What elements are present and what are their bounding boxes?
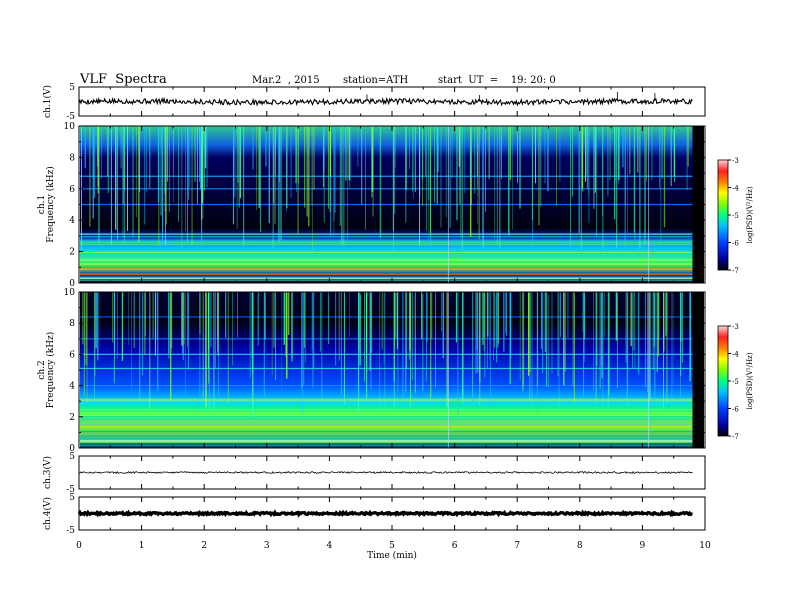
x-tick-label: 7 xyxy=(514,541,520,551)
channel-label: ch.1 xyxy=(37,195,47,214)
y-tick-label: 8 xyxy=(69,153,75,163)
ch4-waveform-panel: 5 -5 ch.4(V) xyxy=(42,493,706,536)
ch2-spectrogram-panel: 10 8 6 4 2 0 Frequency (kHz)ch.2 xyxy=(37,288,706,454)
spectral-lines xyxy=(80,175,693,281)
y-axis-label: Frequency (kHz) xyxy=(45,166,56,243)
colorbar-tick-label: -6 xyxy=(732,406,739,414)
x-tick-label: 5 xyxy=(389,541,395,551)
waveform-trace xyxy=(78,470,693,475)
x-axis-label: Time (min) xyxy=(367,550,417,561)
y-ticks: 5 -5 xyxy=(66,452,705,495)
y-axis-label: ch.4(V) xyxy=(42,497,53,530)
y-tick-label: 4 xyxy=(69,216,75,226)
spectral-lines xyxy=(80,316,693,448)
panel-x-ticks xyxy=(78,456,706,489)
sferic-streaks xyxy=(82,292,692,448)
colorbar-tick-label: -6 xyxy=(732,240,739,248)
x-tick-label: 10 xyxy=(699,541,711,551)
ch1-waveform-panel: 5 -5 ch.1(V) xyxy=(42,83,706,122)
y-tick-label: 5 xyxy=(69,493,75,503)
x-tick-label: 6 xyxy=(452,541,458,551)
colorbar-tick-label: -3 xyxy=(732,157,739,165)
colorbar-tick-label: -4 xyxy=(732,185,739,193)
channel-label: ch.2 xyxy=(37,360,47,379)
y-tick-label: 6 xyxy=(69,185,75,195)
y-tick-label: 2 xyxy=(69,248,75,258)
colorbar-label: log(PSD)(V²/Hz) xyxy=(746,186,754,243)
y-axis-label: ch.3(V) xyxy=(42,456,53,489)
y-tick-label: 10 xyxy=(64,288,76,298)
colorbar-tick-label: -7 xyxy=(732,267,739,275)
y-ticks: 5 -5 xyxy=(66,83,705,122)
y-tick-label: -5 xyxy=(66,112,75,122)
y-tick-label: -5 xyxy=(66,526,75,536)
y-tick-label: 4 xyxy=(69,382,75,392)
y-tick-label: 6 xyxy=(69,350,75,360)
station-label: station=ATH xyxy=(343,75,409,86)
x-tick-label: 9 xyxy=(640,541,646,551)
x-tick-label: 0 xyxy=(76,541,82,551)
panel-x-ticks xyxy=(78,87,706,116)
ch1-spectrogram-panel: 10 8 6 4 2 0 Frequency (kHz)ch.1 xyxy=(37,122,706,289)
y-ticks: 10 8 6 4 2 0 xyxy=(64,288,705,454)
colorbar-tick-label: -5 xyxy=(732,212,739,220)
time-axis: 0 1 2 3 4 5 6 7 8 9 10 Time (min) xyxy=(76,541,711,561)
waveform-trace xyxy=(77,509,693,518)
y-tick-label: 8 xyxy=(69,319,75,329)
y-tick-label: -5 xyxy=(66,485,75,495)
y-tick-label: 0 xyxy=(69,444,75,454)
chart-title: VLF Spectra xyxy=(80,72,167,87)
date-label: Mar.2 , 2015 xyxy=(252,75,320,86)
panel-x-ticks xyxy=(78,126,706,283)
ch1-colorbar: -3 -4 -5 -6 -7 log(PSD)(V²/Hz) xyxy=(717,157,754,275)
y-axis-label: Frequency (kHz) xyxy=(45,332,56,409)
panel-x-ticks xyxy=(78,497,706,530)
ch2-colorbar: -3 -4 -5 -6 -7 log(PSD)(V²/Hz) xyxy=(717,323,754,441)
colorbar-tick-label: -4 xyxy=(732,351,739,359)
ch3-waveform-panel: 5 -5 ch.3(V) xyxy=(42,452,706,495)
x-tick-label: 2 xyxy=(201,541,207,551)
y-tick-label: 5 xyxy=(69,452,75,462)
colorbar-bar xyxy=(717,159,729,271)
waveform-trace xyxy=(78,96,693,107)
y-tick-label: 2 xyxy=(69,413,75,423)
y-ticks: 5 -5 xyxy=(66,493,705,536)
y-axis-label: ch.1(V) xyxy=(42,85,53,118)
start-time-label: start UT = 19: 20: 0 xyxy=(438,75,556,86)
y-tick-label: 5 xyxy=(69,83,75,93)
panel-x-ticks xyxy=(78,292,706,448)
x-tick-label: 3 xyxy=(264,541,270,551)
x-tick-label: 4 xyxy=(327,541,333,551)
colorbar-tick-label: -3 xyxy=(732,323,739,331)
y-ticks: 10 8 6 4 2 0 xyxy=(64,122,705,289)
colorbar-tick-label: -5 xyxy=(732,378,739,386)
colorbar-tick-label: -7 xyxy=(732,433,739,441)
y-tick-label: 10 xyxy=(64,122,76,132)
x-tick-label: 8 xyxy=(577,541,583,551)
x-tick-label: 1 xyxy=(139,541,145,551)
y-tick-label: 0 xyxy=(69,279,75,289)
colorbar-label: log(PSD)(V²/Hz) xyxy=(746,352,754,409)
sferic-streaks xyxy=(80,126,689,283)
colorbar-bar xyxy=(717,325,729,437)
